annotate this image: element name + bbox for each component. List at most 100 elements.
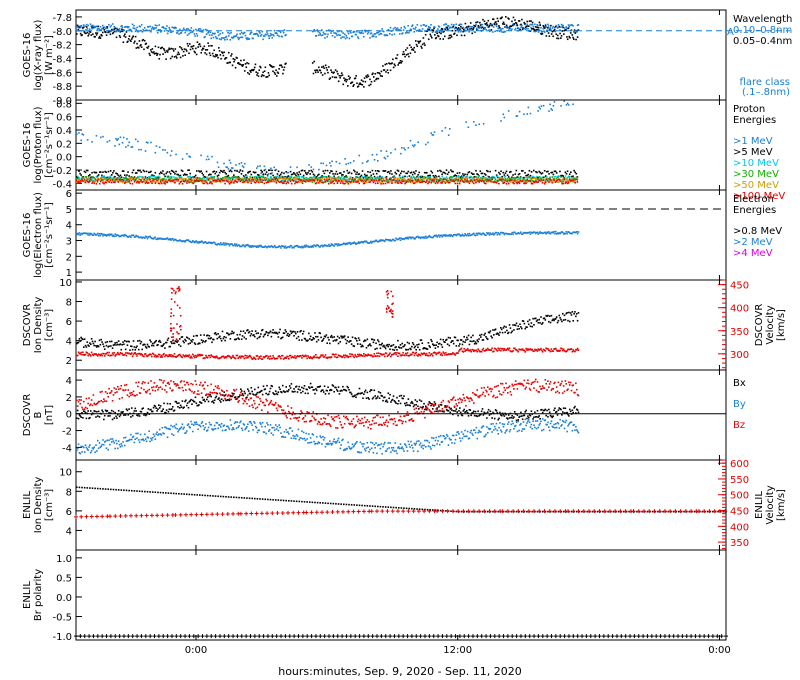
data-point — [101, 31, 104, 34]
data-point — [86, 341, 89, 343]
data-point — [278, 355, 281, 357]
data-point — [482, 177, 485, 179]
data-point — [297, 178, 299, 181]
data-point — [514, 177, 517, 180]
data-point — [386, 34, 389, 37]
data-point — [85, 346, 88, 348]
data-point — [247, 171, 249, 174]
data-point — [480, 172, 483, 175]
data-point — [139, 342, 142, 345]
data-point — [466, 181, 469, 183]
data-point — [204, 180, 207, 182]
data-point — [549, 26, 551, 29]
data-point — [121, 141, 124, 144]
data-point — [516, 115, 519, 117]
data-point — [254, 171, 257, 174]
data-point — [543, 27, 546, 29]
data-point — [271, 179, 273, 181]
data-point — [537, 31, 540, 33]
data-point — [176, 177, 178, 180]
data-point — [470, 234, 472, 236]
data-point — [550, 24, 552, 27]
data-point — [422, 237, 424, 239]
data-point — [369, 178, 371, 180]
data-point — [104, 170, 106, 173]
data-point — [263, 334, 266, 336]
data-point — [191, 341, 193, 343]
data-point — [246, 244, 248, 247]
data-point — [399, 181, 402, 184]
data-point — [79, 180, 81, 182]
data-point — [270, 172, 272, 175]
data-point — [149, 353, 151, 355]
data-point — [490, 177, 493, 180]
data-point — [195, 170, 198, 172]
data-point — [424, 143, 427, 146]
data-point — [142, 236, 144, 239]
data-point — [222, 171, 224, 173]
data-point — [82, 351, 84, 354]
data-point — [411, 144, 414, 147]
data-point — [315, 34, 318, 37]
data-point — [447, 28, 449, 31]
data-point — [206, 242, 209, 245]
data-point — [355, 173, 357, 176]
data-point — [282, 182, 284, 185]
data-point — [357, 176, 359, 179]
data-point — [294, 355, 296, 357]
y-axis-label: GOES-16log(Proton flux)[cm⁻²s⁻¹sr⁻¹] — [22, 106, 55, 183]
data-point — [194, 354, 197, 357]
data-point — [87, 234, 89, 236]
data-point — [551, 176, 554, 178]
data-point — [202, 176, 205, 179]
data-point — [98, 178, 101, 181]
data-point — [434, 31, 437, 34]
data-point — [322, 65, 325, 68]
data-point — [255, 179, 258, 181]
data-point — [546, 231, 548, 234]
data-point — [499, 178, 501, 181]
data-point — [411, 180, 414, 182]
data-point — [435, 176, 438, 178]
data-point — [219, 337, 222, 340]
data-point — [538, 21, 541, 24]
data-point — [175, 176, 177, 179]
data-point — [398, 174, 401, 176]
data-point — [341, 179, 343, 181]
data-point — [450, 178, 452, 181]
data-point — [479, 170, 482, 172]
data-point — [408, 55, 410, 58]
data-point — [164, 238, 166, 240]
data-point — [442, 234, 445, 237]
data-point — [526, 181, 529, 184]
data-point — [266, 75, 269, 78]
data-point — [217, 34, 220, 37]
data-point — [286, 246, 288, 249]
data-point — [122, 177, 125, 179]
data-point — [463, 174, 465, 177]
data-point — [255, 180, 258, 183]
data-point — [561, 180, 563, 183]
data-point — [282, 69, 285, 71]
data-point — [344, 243, 347, 246]
data-point — [281, 35, 283, 38]
data-point — [140, 46, 143, 49]
data-point — [213, 176, 216, 178]
data-point — [157, 176, 160, 179]
data-point — [430, 179, 433, 181]
data-point — [363, 182, 366, 184]
data-point — [164, 347, 166, 349]
data-point — [345, 176, 347, 178]
data-point — [523, 182, 525, 185]
data-point — [147, 182, 150, 184]
data-point — [532, 27, 535, 30]
data-point — [379, 240, 382, 242]
data-point — [106, 179, 109, 182]
data-point — [200, 180, 202, 182]
data-point — [359, 179, 362, 181]
data-point — [314, 71, 317, 74]
data-point — [113, 177, 115, 179]
data-point — [565, 29, 567, 31]
data-point — [466, 28, 469, 30]
data-point — [274, 73, 277, 75]
